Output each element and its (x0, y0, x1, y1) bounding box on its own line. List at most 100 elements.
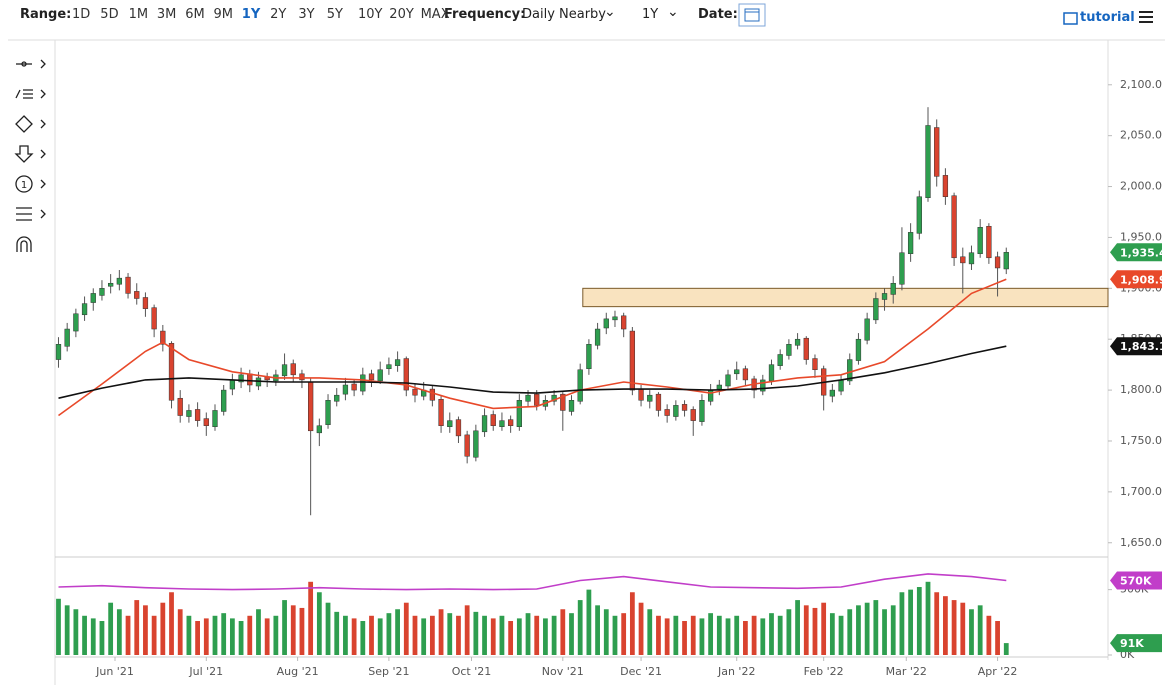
candle-body (794, 338, 801, 346)
candle-body (325, 400, 331, 425)
frequency-label: Frequency: (444, 7, 526, 22)
range-button[interactable]: 10Y (358, 7, 383, 22)
calendar-button[interactable] (738, 3, 766, 27)
volume-bar (377, 618, 383, 655)
tutorial-link[interactable]: tutorial (1080, 10, 1135, 25)
range-button[interactable]: MAX (420, 7, 450, 22)
volume-bar (882, 609, 887, 655)
candle-body (64, 328, 70, 347)
x-tick-label: Apr '22 (978, 665, 1018, 678)
volume-bar (229, 618, 235, 655)
volume-bar (708, 613, 714, 655)
volume-bar (673, 615, 679, 655)
volume-bar (682, 621, 687, 655)
candle-body (299, 373, 305, 381)
frequency-select[interactable]: Daily Nearby (522, 7, 607, 22)
menu-icon[interactable] (1139, 11, 1153, 23)
range-button[interactable]: 6M (185, 7, 205, 22)
volume-bar (586, 589, 592, 655)
volume-bar (264, 618, 270, 655)
candle-body (455, 419, 462, 437)
range-button[interactable]: 1Y (241, 7, 261, 22)
candle-body (281, 364, 288, 377)
volume-bar (412, 615, 418, 655)
range-button[interactable]: 1M (128, 7, 149, 22)
candle-body (742, 368, 749, 381)
candle-body (899, 252, 905, 285)
y-tick-label: 2,100.0 (1120, 78, 1162, 91)
volume-bar (569, 613, 574, 655)
volume-bar (769, 613, 774, 655)
volume-bar (873, 600, 879, 655)
range-button[interactable]: 9M (213, 7, 234, 22)
range-button[interactable]: 5Y (326, 7, 343, 22)
volume-bar (447, 613, 453, 655)
dropdown-arrow[interactable]: ⌄ (604, 4, 616, 20)
dropdown-arrow[interactable]: ⌄ (667, 4, 679, 20)
x-tick-label: Feb '22 (804, 665, 844, 678)
candle-body (212, 410, 218, 427)
volume-bar (534, 615, 540, 655)
volume-bar (577, 600, 583, 655)
volume-bar (543, 618, 548, 655)
volume-bar (473, 611, 479, 655)
volume-bar (829, 613, 835, 655)
candle-body (664, 409, 670, 416)
drawing-tools[interactable] (14, 59, 46, 252)
volume-bar (525, 613, 531, 655)
volume-bar (699, 618, 705, 655)
candle-body (290, 363, 296, 376)
candle-body (777, 354, 783, 366)
range-button[interactable]: 3M (156, 7, 177, 22)
volume-average (58, 573, 1007, 591)
range-button[interactable]: 5D (100, 7, 119, 22)
volume-bar (856, 605, 861, 655)
period-select[interactable]: 1Y (642, 7, 659, 22)
candle-body (55, 344, 62, 360)
candle-body (151, 307, 157, 330)
volume-bar (360, 621, 366, 655)
volume-bar (73, 609, 79, 655)
volume-bar (734, 615, 740, 655)
y-tick-label: 2,000.0 (1120, 180, 1162, 193)
volume-bar (125, 615, 131, 655)
range-button[interactable]: 1D (72, 7, 91, 22)
last-price-flag-bg (1110, 243, 1162, 262)
moving-average (58, 278, 1007, 417)
volume-bar (308, 581, 314, 655)
last-volume-flag: 91K (1120, 637, 1144, 650)
date-label: Date: (698, 7, 738, 22)
candle-body (525, 394, 531, 402)
candle-body (116, 277, 122, 285)
tutorial-icon[interactable] (1063, 12, 1078, 25)
x-tick-label: Oct '21 (452, 665, 492, 678)
volume-bar (421, 618, 427, 655)
volume-bar (638, 602, 644, 655)
x-tick-label: Jul '21 (188, 665, 223, 678)
candle-body (134, 291, 140, 299)
candle-body (725, 374, 731, 387)
candle-body (916, 196, 922, 234)
candle-body (438, 399, 444, 426)
volume-bar (977, 605, 983, 655)
volume-bar (273, 615, 279, 655)
candle-body (168, 343, 175, 401)
x-tick-label: Jun '21 (95, 665, 134, 678)
volume-bar (490, 618, 496, 655)
range-button[interactable]: 2Y (270, 7, 287, 22)
volume-bar (143, 605, 148, 655)
volume-bar (647, 609, 653, 655)
candle-body (221, 389, 227, 412)
volume-bar (847, 609, 853, 655)
range-button[interactable]: 20Y (389, 7, 414, 22)
candle-body (160, 330, 166, 345)
candle-body (829, 389, 836, 397)
candle-body (534, 393, 540, 406)
candle-body (516, 400, 522, 427)
range-button[interactable]: 3Y (298, 7, 315, 22)
candle-body (342, 384, 349, 395)
candle-body (925, 125, 931, 198)
volume-bar (160, 602, 166, 655)
